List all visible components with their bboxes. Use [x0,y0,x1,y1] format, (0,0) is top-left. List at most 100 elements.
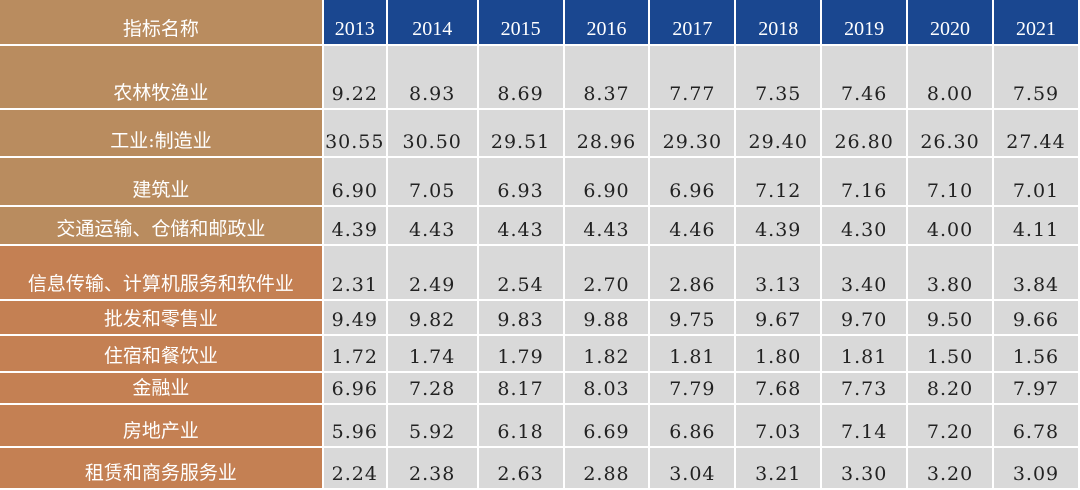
header-year-2013: 2013 [323,0,386,44]
header-indicator-name: 指标名称 [0,0,322,44]
header-row: 指标名称 2013 2014 2015 2016 2017 2018 2019 2020 202… [0,0,1078,44]
row-label: 交通运输、仓储和邮政业 [0,207,322,244]
table-cell: 7.10 [908,158,992,205]
header-year-2020: 2020 [908,0,992,44]
table-cell: 6.86 [650,405,735,446]
header-year-2017: 2017 [650,0,735,44]
table-cell: 2.24 [323,448,386,488]
table-cell: 1.50 [908,336,992,371]
table-cell: 3.30 [822,448,907,488]
table-cell: 26.30 [908,110,992,156]
table-cell: 8.93 [387,46,477,108]
header-year-2019: 2019 [822,0,907,44]
table-cell: 7.68 [736,373,821,403]
table-cell: 2.86 [650,246,735,299]
table-cell: 3.21 [736,448,821,488]
table-cell: 1.74 [387,336,477,371]
table-cell: 2.70 [564,246,649,299]
table-cell: 1.80 [736,336,821,371]
table-cell: 7.05 [387,158,477,205]
table-cell: 8.00 [908,46,992,108]
table-cell: 7.77 [650,46,735,108]
table-cell: 8.69 [478,46,563,108]
table-cell: 9.67 [736,301,821,334]
table-row: 工业:制造业 30.55 30.50 29.51 28.96 29.30 29.40 26.8… [0,110,1078,156]
table-cell: 7.16 [822,158,907,205]
table-cell: 6.93 [478,158,563,205]
table-row: 建筑业 6.90 7.05 6.93 6.90 6.96 7.12 7.16 7.10 7.01 [0,158,1078,205]
table-row: 房地产业 5.96 5.92 6.18 6.69 6.86 7.03 7.14 7.20 6.78 [0,405,1078,446]
table-cell: 3.13 [736,246,821,299]
header-year-2014: 2014 [387,0,477,44]
table-cell: 30.50 [387,110,477,156]
table-cell: 3.80 [908,246,992,299]
table-cell: 7.20 [908,405,992,446]
table-cell: 27.44 [993,110,1078,156]
table-cell: 1.82 [564,336,649,371]
table-cell: 3.20 [908,448,992,488]
table-cell: 3.84 [993,246,1078,299]
table-cell: 4.30 [822,207,907,244]
table-cell: 4.39 [736,207,821,244]
table-cell: 7.79 [650,373,735,403]
table-cell: 2.31 [323,246,386,299]
table-cell: 7.59 [993,46,1078,108]
table-cell: 5.92 [387,405,477,446]
row-label: 工业:制造业 [0,110,322,156]
table-cell: 9.50 [908,301,992,334]
row-label: 金融业 [0,373,322,403]
table-cell: 8.03 [564,373,649,403]
table-cell: 2.88 [564,448,649,488]
table-row: 农林牧渔业 9.22 8.93 8.69 8.37 7.77 7.35 7.46 8.00 7.5… [0,46,1078,108]
table-cell: 4.43 [478,207,563,244]
table-cell: 2.63 [478,448,563,488]
header-year-2018: 2018 [736,0,821,44]
table-cell: 29.40 [736,110,821,156]
header-year-2015: 2015 [478,0,563,44]
table-cell: 6.69 [564,405,649,446]
table-cell: 4.43 [564,207,649,244]
table-row: 批发和零售业 9.49 9.82 9.83 9.88 9.75 9.67 9.70 9.50 9.… [0,301,1078,334]
table-cell: 7.28 [387,373,477,403]
row-label: 房地产业 [0,405,322,446]
table-cell: 5.96 [323,405,386,446]
row-label: 租赁和商务服务业 [0,448,322,488]
table-cell: 6.18 [478,405,563,446]
table-cell: 4.43 [387,207,477,244]
table-row: 信息传输、计算机服务和软件业 2.31 2.49 2.54 2.70 2.86 3.13 3.… [0,246,1078,299]
table-cell: 2.54 [478,246,563,299]
table-cell: 2.38 [387,448,477,488]
table-cell: 6.96 [323,373,386,403]
table-cell: 6.96 [650,158,735,205]
row-label: 信息传输、计算机服务和软件业 [0,246,322,299]
table-cell: 7.01 [993,158,1078,205]
table-cell: 6.78 [993,405,1078,446]
table-cell: 7.46 [822,46,907,108]
table-cell: 8.37 [564,46,649,108]
table-cell: 4.11 [993,207,1078,244]
table-cell: 28.96 [564,110,649,156]
table-cell: 30.55 [323,110,386,156]
row-label: 批发和零售业 [0,301,322,334]
row-label: 建筑业 [0,158,322,205]
table-row: 租赁和商务服务业 2.24 2.38 2.63 2.88 3.04 3.21 3.30 3.20… [0,448,1078,488]
table-cell: 29.51 [478,110,563,156]
table-cell: 7.97 [993,373,1078,403]
table-cell: 3.40 [822,246,907,299]
table-cell: 1.81 [650,336,735,371]
table-cell: 4.39 [323,207,386,244]
table-row: 交通运输、仓储和邮政业 4.39 4.43 4.43 4.43 4.46 4.39 4.30 4… [0,207,1078,244]
table-cell: 9.49 [323,301,386,334]
table-cell: 29.30 [650,110,735,156]
table-cell: 9.66 [993,301,1078,334]
header-year-2016: 2016 [564,0,649,44]
table-cell: 9.83 [478,301,563,334]
table-cell: 7.12 [736,158,821,205]
table-cell: 7.73 [822,373,907,403]
table-cell: 8.20 [908,373,992,403]
table-cell: 9.82 [387,301,477,334]
table-row: 住宿和餐饮业 1.72 1.74 1.79 1.82 1.81 1.80 1.81 1.50 1.… [0,336,1078,371]
row-label: 住宿和餐饮业 [0,336,322,371]
table-cell: 4.00 [908,207,992,244]
